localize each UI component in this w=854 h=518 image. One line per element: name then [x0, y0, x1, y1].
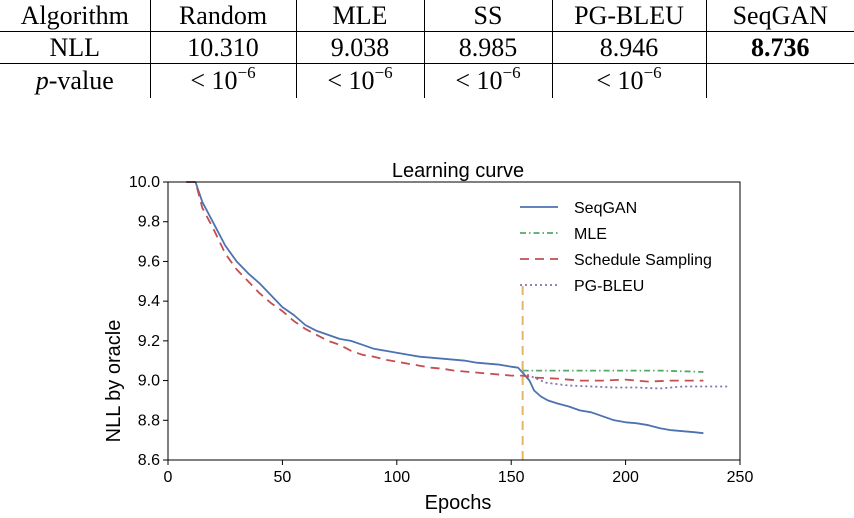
nll-mle: 9.038 [295, 31, 424, 64]
p-value-seqgan [705, 63, 854, 98]
nll-ss: 8.985 [423, 31, 552, 64]
row-label-p-value: p-value [0, 64, 150, 99]
legend: SeqGAN MLE Schedule Sampling PG-BLEU [520, 200, 712, 295]
p-value-exponent: −6 [237, 63, 256, 82]
chart-title: Learning curve [392, 160, 524, 182]
series-layer [186, 181, 729, 435]
p-symbol: p [35, 66, 49, 95]
p-value-exponent: −6 [643, 63, 662, 82]
nll-pg-bleu: 8.946 [551, 31, 706, 64]
p-value-exponent: −6 [374, 63, 393, 82]
y-tick-label: 9.2 [138, 333, 160, 350]
p-value-base: < 10 [190, 66, 238, 95]
series-line-schedule-sampling [186, 181, 704, 383]
p-value-mle: < 10−6 [295, 63, 424, 98]
series-line-pg-bleu [522, 371, 729, 390]
x-axis-label: Epochs [425, 492, 492, 514]
results-table: Algorithm Random MLE SS PG-BLEU SeqGAN N… [0, 0, 854, 98]
x-tick-label: 0 [164, 469, 173, 486]
y-axis-label: NLL by oracle [103, 320, 125, 443]
table-header-row: Algorithm Random MLE SS PG-BLEU SeqGAN [0, 0, 854, 32]
table-row-nll: NLL 10.310 9.038 8.985 8.946 8.736 [0, 31, 854, 64]
x-tick-label: 200 [612, 469, 639, 486]
header-algorithm: Algorithm [0, 0, 150, 32]
learning-curve-chart: Learning curve Epochs NLL by oracle 0 50 1… [103, 160, 754, 514]
table-row-p-value: p-value < 10−6 < 10−6 < 10−6 < 10−6 [0, 63, 854, 99]
series-line-seqgan [186, 181, 704, 435]
header-mle: MLE [295, 0, 424, 32]
y-tick-label: 9.0 [138, 373, 160, 390]
y-tick-label: 9.4 [138, 293, 160, 310]
p-value-suffix: -value [48, 66, 114, 95]
p-value-exponent: −6 [502, 63, 521, 82]
p-value-pg-bleu: < 10−6 [551, 63, 706, 98]
x-tick-label: 150 [498, 469, 525, 486]
x-tick-label: 250 [727, 469, 754, 486]
p-value-base: < 10 [327, 66, 375, 95]
y-tick-label: 9.6 [138, 253, 160, 270]
x-tick-label: 100 [383, 469, 410, 486]
y-tick-label: 10.0 [129, 174, 160, 191]
nll-random: 10.310 [149, 31, 296, 64]
y-tick-label: 8.8 [138, 412, 160, 429]
header-pg-bleu: PG-BLEU [551, 0, 706, 32]
p-value-base: < 10 [596, 66, 644, 95]
p-value-ss: < 10−6 [423, 63, 552, 98]
p-value-random: < 10−6 [149, 63, 296, 98]
x-axis-ticks: 0 50 100 150 200 250 [164, 460, 754, 486]
header-seqgan: SeqGAN [705, 0, 854, 32]
plot-frame [167, 181, 741, 461]
legend-label-mle: MLE [574, 226, 607, 243]
legend-label-schedule-sampling: Schedule Sampling [574, 252, 712, 269]
header-ss: SS [423, 0, 552, 32]
legend-label-seqgan: SeqGAN [574, 200, 637, 217]
legend-label-pg-bleu: PG-BLEU [574, 278, 644, 295]
p-value-base: < 10 [455, 66, 503, 95]
x-tick-label: 50 [274, 469, 292, 486]
row-label-nll: NLL [0, 31, 150, 64]
series-line-mle [522, 369, 704, 373]
nll-seqgan-best: 8.736 [705, 31, 854, 64]
header-random: Random [149, 0, 296, 32]
y-axis-ticks: 8.6 8.8 9.0 9.2 9.4 9.6 9.8 10.0 [129, 174, 168, 469]
y-tick-label: 8.6 [138, 452, 160, 469]
y-tick-label: 9.8 [138, 214, 160, 231]
